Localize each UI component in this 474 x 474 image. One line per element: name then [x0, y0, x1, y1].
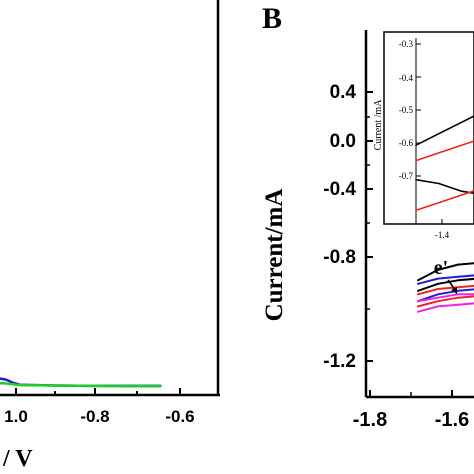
panel-a-x-tick-labels: 1.0 -0.8 -0.6 — [4, 407, 194, 426]
panel-b-x-tick-label: -1.8 — [353, 409, 387, 431]
panel-b-series-line-5 — [417, 295, 474, 308]
panel-b-y-tick-label: -0.8 — [323, 247, 356, 268]
inset-chart: Current /mA -0.3 -0.4 -0.5 -0.6 -0.7 -1.… — [373, 31, 474, 240]
panel-b-series-line-2 — [417, 274, 474, 285]
panel-b-y-tick-label: -0.4 — [323, 179, 356, 200]
panel-b-label: B — [262, 2, 282, 35]
panel-b-series-line-6 — [417, 293, 474, 303]
inset-y-tick-label: -0.4 — [399, 73, 414, 83]
panel-b-x-tick-label: -1.6 — [435, 409, 469, 431]
inset-y-tick-label: -0.3 — [399, 39, 414, 49]
inset-y-tick-label: -0.5 — [399, 105, 414, 115]
panel-a-x-tick-label: -0.6 — [165, 407, 194, 426]
panel-a-x-ticks — [15, 388, 181, 395]
panel-b-y-tick-label: 0.0 — [330, 131, 356, 152]
panel-b-series — [417, 262, 474, 313]
inset-series-line-1 — [415, 140, 474, 162]
inset-frame — [383, 31, 474, 225]
inset-series-line-0 — [415, 115, 474, 146]
panel-b: B Current/mA 0.4 0.0 -0.4 -0.8 -1.2 -1.8… — [261, 2, 474, 431]
inset-y-tick-labels: -0.3 -0.4 -0.5 -0.6 -0.7 — [399, 39, 414, 181]
panel-a-series-line-1 — [0, 381, 162, 388]
panel-a-x-tick-label: 1.0 — [4, 407, 28, 426]
panel-b-series-line-1 — [417, 277, 474, 292]
inset-y-tick-label: -0.7 — [399, 171, 414, 181]
panel-b-series-line-7 — [417, 302, 474, 313]
panel-a-series — [0, 377, 162, 388]
inset-series-line-2 — [415, 178, 474, 195]
panel-b-series-line-0 — [417, 262, 474, 282]
panel-b-x-tick-labels: -1.8 -1.6 — [353, 409, 469, 431]
panel-b-annotation: e' — [434, 257, 448, 279]
panel-b-y-tick-label: -1.2 — [323, 351, 356, 372]
panel-a-x-axis-label: / V — [2, 446, 33, 472]
inset-x-tick-label: -1.4 — [435, 230, 450, 240]
panel-a-x-tick-label: -0.8 — [80, 407, 109, 426]
panel-b-y-axis-label: Current/mA — [261, 189, 288, 322]
inset-series-line-3 — [415, 190, 474, 212]
panel-b-series-line-4 — [417, 284, 474, 296]
inset-series — [415, 115, 474, 212]
panel-b-ticks — [366, 91, 453, 397]
panel-b-series-line-3 — [417, 288, 474, 303]
inset-y-axis-label: Current /mA — [373, 99, 384, 151]
inset-y-tick-label: -0.6 — [399, 138, 414, 148]
panel-b-y-tick-labels: 0.4 0.0 -0.4 -0.8 -1.2 — [323, 82, 356, 372]
panel-a: 1.0 -0.8 -0.6 / V — [0, 0, 220, 472]
panel-b-y-tick-label: 0.4 — [330, 82, 357, 103]
annotation-arrowhead — [451, 287, 457, 294]
